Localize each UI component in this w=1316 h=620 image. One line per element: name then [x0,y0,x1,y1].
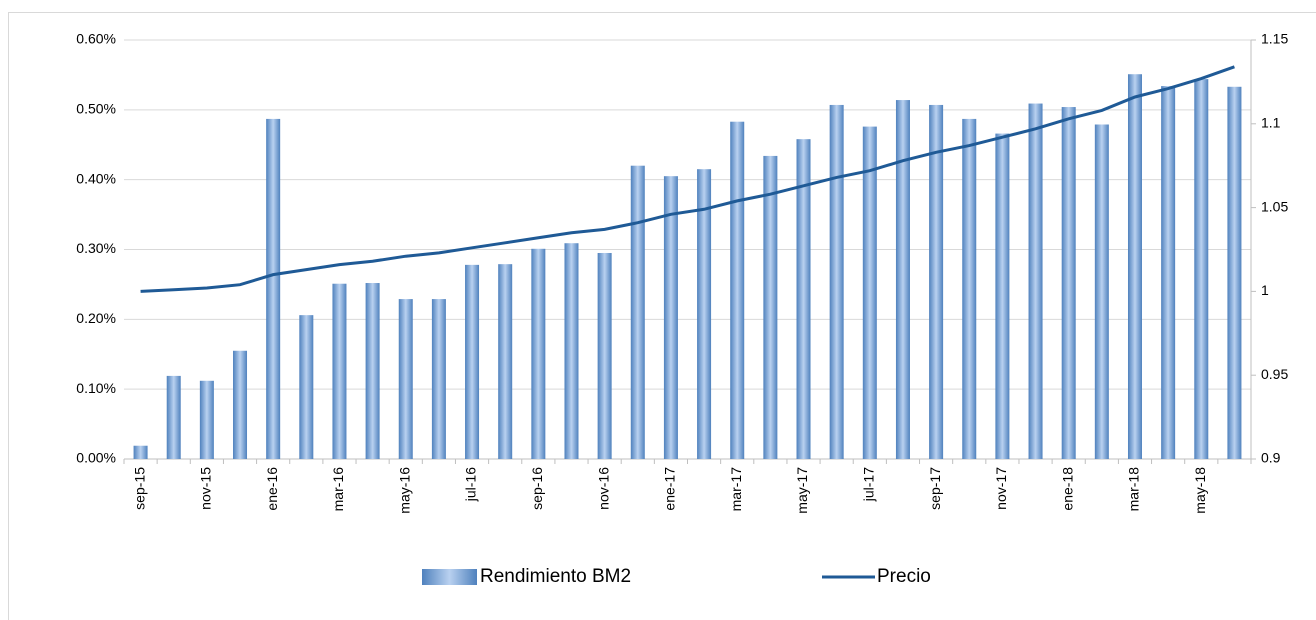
bar [895,100,910,459]
bar [597,252,612,459]
x-tick-label: nov-15 [198,467,214,510]
bar [630,165,645,459]
x-tick-label: may-17 [794,467,810,514]
bar [1127,74,1142,460]
bar [233,350,248,459]
bar [498,264,513,459]
x-tick-label: sep-16 [529,467,545,510]
x-tick-label: nov-16 [595,467,611,510]
legend-text: Precio [877,566,931,587]
bar [1028,103,1043,459]
x-tick-label: ene-18 [1059,467,1075,511]
x-tick-label: may-16 [396,467,412,514]
bar [133,445,148,459]
bar [199,380,214,459]
bar [531,248,546,459]
bar [266,118,281,459]
bar [465,264,480,459]
x-tick-label: sep-15 [131,467,147,510]
x-tick-label: mar-17 [728,467,744,512]
x-tick-label: nov-17 [993,467,1009,510]
y2-tick-label: 0.9 [1261,450,1281,466]
bar [332,283,347,459]
bar [1161,86,1176,459]
x-tick-label: sep-17 [927,467,943,510]
bar [697,169,712,460]
y-tick-label: 0.50% [76,101,116,117]
y-tick-label: 0.40% [76,170,116,186]
x-tick-label: ene-17 [662,467,678,511]
x-tick-label: ene-16 [264,467,280,511]
y2-tick-label: 0.95 [1261,366,1288,382]
x-tick-label: jul-16 [463,467,479,502]
bar [1194,79,1209,460]
bar [829,104,844,459]
y2-tick-label: 1 [1261,282,1269,298]
y-tick-label: 0.00% [76,450,116,466]
bar [995,133,1010,459]
legend-text: Rendimiento BM2 [480,566,631,587]
bar [166,375,181,459]
y-tick-label: 0.60% [76,31,116,47]
bar [431,299,446,459]
bar [730,121,745,459]
y-tick-label: 0.20% [76,310,116,326]
x-tick-label: mar-16 [330,467,346,512]
bar [929,104,944,459]
y-tick-label: 0.10% [76,380,116,396]
line [140,65,1235,293]
bar [796,139,811,459]
bar [962,118,977,459]
y2-tick-label: 1.05 [1261,198,1288,214]
bar [365,283,380,459]
bar [763,155,778,459]
bar [663,176,678,460]
bar [1094,124,1109,459]
legend-swatch [422,569,477,585]
y2-tick-label: 1.1 [1261,115,1281,131]
chart-frame [8,12,1316,620]
bar [299,315,314,459]
y-tick-label: 0.30% [76,240,116,256]
bar [398,299,413,459]
y2-tick-label: 1.15 [1261,31,1288,47]
x-tick-label: jul-17 [861,467,877,502]
bar [862,126,877,460]
x-tick-label: mar-18 [1126,467,1142,512]
bar [1061,107,1076,459]
bar [564,243,579,459]
x-tick-label: may-18 [1192,467,1208,514]
bar [1227,86,1242,459]
